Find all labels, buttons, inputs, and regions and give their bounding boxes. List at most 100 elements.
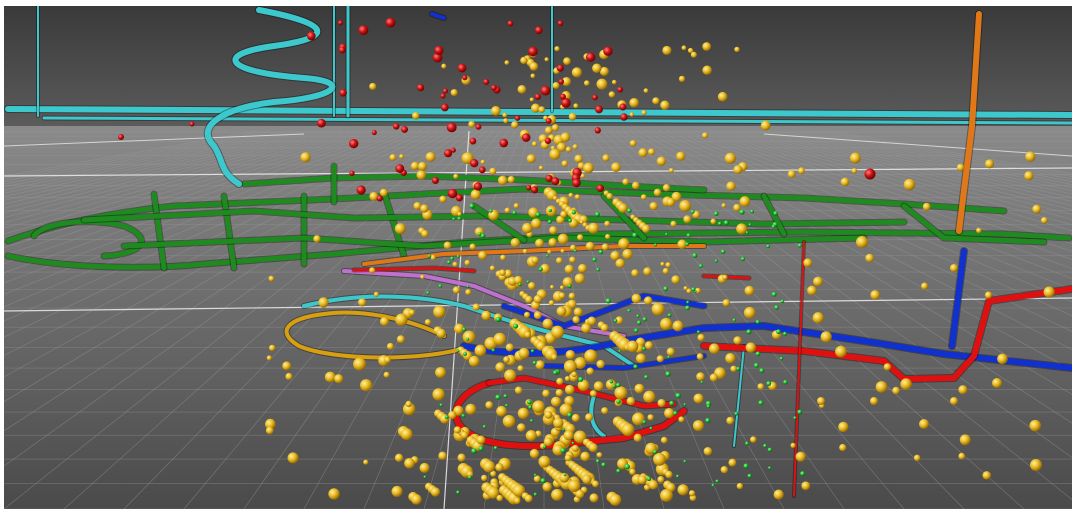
grid-line	[738, 130, 1072, 220]
red-event	[551, 177, 560, 186]
gold-event	[580, 173, 586, 179]
gold-event	[563, 360, 577, 373]
grid-line	[759, 130, 1072, 206]
red-event	[572, 178, 581, 188]
gold-event	[550, 396, 562, 407]
green-event	[690, 209, 695, 214]
gold-event	[543, 437, 553, 447]
gold-event	[589, 493, 599, 503]
gold-event	[504, 60, 510, 65]
grid-line	[4, 130, 408, 284]
3d-mine-viewport[interactable]	[4, 6, 1072, 509]
gold-event	[513, 203, 520, 209]
gold-event	[644, 341, 654, 350]
green-event	[462, 327, 467, 332]
violet-tunnel	[342, 269, 626, 338]
green-event	[691, 287, 696, 292]
gold-event	[453, 173, 459, 179]
gold-event	[820, 331, 832, 343]
gold-event	[482, 460, 496, 473]
gold-event	[430, 254, 436, 261]
green-event	[720, 249, 726, 254]
gold-event	[611, 162, 621, 173]
gold-event	[671, 275, 681, 284]
red-event	[534, 26, 543, 35]
gold-event	[560, 210, 568, 218]
gold-event	[533, 311, 542, 320]
gold-event	[548, 238, 557, 247]
gold-event	[875, 381, 888, 393]
green-event	[613, 318, 618, 323]
gold-event	[514, 386, 523, 395]
gold-event	[384, 356, 391, 364]
gold-event	[369, 191, 379, 201]
gold-event	[581, 323, 592, 334]
gold-event	[1030, 459, 1042, 471]
gold-event	[622, 248, 633, 260]
gold-event	[561, 76, 572, 87]
green-event	[567, 412, 573, 418]
gold-event	[626, 340, 639, 353]
gold-event	[686, 288, 692, 294]
red-event	[392, 123, 400, 130]
green-event	[594, 211, 600, 217]
red-shaft	[793, 241, 805, 497]
gold-event	[514, 497, 521, 505]
gold-event	[643, 88, 649, 94]
gold-event	[709, 343, 720, 354]
gold-event	[502, 112, 508, 118]
mine-3d-scene[interactable]	[4, 6, 1072, 509]
green-event	[755, 319, 760, 324]
grid-line	[4, 130, 465, 432]
green-tunnel	[31, 219, 144, 259]
green-event	[533, 492, 538, 497]
red-event	[594, 127, 601, 134]
gold-event	[670, 220, 677, 227]
gold-event	[641, 110, 647, 116]
gold-event	[549, 226, 558, 235]
gold-event	[394, 453, 404, 462]
gold-event	[615, 258, 625, 269]
gold-event	[542, 389, 550, 398]
red-event	[385, 17, 396, 28]
gold-event	[583, 162, 594, 174]
gold-event	[687, 47, 694, 54]
green-event	[714, 259, 718, 263]
gold-event	[569, 244, 577, 251]
gold-event	[480, 474, 488, 482]
gold-event	[631, 293, 642, 304]
gold-event	[529, 62, 539, 71]
gold-event	[556, 215, 565, 224]
gold-event	[573, 430, 587, 444]
gold-event	[525, 430, 537, 442]
green-event	[734, 411, 739, 416]
gold-event	[465, 403, 477, 415]
gold-event	[649, 201, 658, 211]
gold-event	[618, 203, 628, 213]
gold-event	[510, 237, 521, 248]
gold-event	[421, 229, 429, 238]
green-event	[783, 379, 788, 385]
gold-event	[721, 203, 727, 208]
gold-event	[439, 414, 450, 424]
grid-line	[4, 130, 415, 295]
gold-event	[496, 405, 507, 417]
grid-major-line	[763, 133, 1072, 157]
gold-event	[585, 241, 595, 251]
gold-event	[400, 428, 413, 441]
gold-event	[544, 410, 553, 419]
green-event	[503, 394, 508, 398]
grid-line	[4, 130, 365, 235]
red-event	[596, 184, 605, 193]
gold-event	[722, 274, 728, 280]
gold-event	[648, 148, 655, 156]
gold-event	[564, 454, 572, 462]
gold-event	[739, 196, 751, 207]
gold-event	[505, 343, 514, 352]
gold-event	[596, 452, 603, 458]
red-event	[557, 20, 564, 27]
gold-event	[490, 105, 501, 116]
gold-event	[692, 420, 704, 432]
red-event	[514, 115, 521, 121]
gold-event	[870, 290, 880, 300]
